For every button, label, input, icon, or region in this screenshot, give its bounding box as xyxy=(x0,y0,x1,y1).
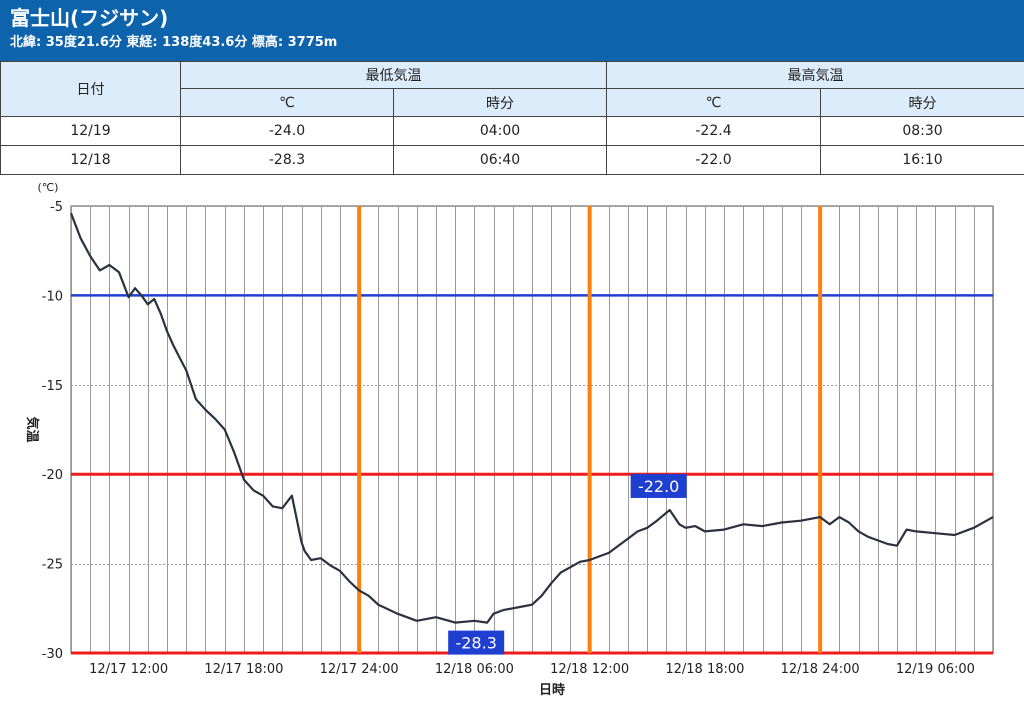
row-date: 12/19 xyxy=(1,117,181,146)
station-header: 富士山(フジサン) 北緯: 35度21.6分 東経: 138度43.6分 標高:… xyxy=(0,0,1024,61)
x-axis-title: 日時 xyxy=(539,682,565,698)
annotation-label: -22.0 xyxy=(638,477,679,496)
extremes-table: 日付 最低気温 最高気温 ℃ 時分 ℃ 時分 12/19 -24.0 04:00… xyxy=(0,61,1024,175)
x-tick-label: 12/18 18:00 xyxy=(665,662,744,677)
x-tick-label: 12/18 24:00 xyxy=(781,662,860,677)
x-tick-label: 12/18 12:00 xyxy=(550,662,629,677)
min-time-header: 時分 xyxy=(394,89,607,117)
min-unit-header: ℃ xyxy=(181,89,394,117)
temperature-chart: -5 -10 -15 -20 -25 -30 (℃) 気温 12/17 12:00 12/17 1… xyxy=(0,175,1024,701)
x-tick-label: 12/17 18:00 xyxy=(204,662,283,677)
y-tick-label: -5 xyxy=(50,200,63,215)
station-coords: 北緯: 35度21.6分 東経: 138度43.6分 標高: 3775m xyxy=(10,32,1014,54)
row-min-time: 04:00 xyxy=(394,117,607,146)
y-tick-label: -10 xyxy=(42,289,63,304)
y-tick-label: -15 xyxy=(42,379,63,394)
table-row: 12/19 -24.0 04:00 -22.4 08:30 xyxy=(1,117,1024,146)
row-max-temp: -22.0 xyxy=(607,146,821,175)
row-max-time: 16:10 xyxy=(821,146,1024,175)
date-header: 日付 xyxy=(1,62,181,117)
x-tick-label: 12/17 12:00 xyxy=(89,662,168,677)
x-tick-label: 12/18 06:00 xyxy=(435,662,514,677)
max-temp-header: 最高気温 xyxy=(607,62,1024,89)
y-unit-label: (℃) xyxy=(38,181,59,194)
x-tick-label: 12/17 24:00 xyxy=(320,662,399,677)
row-min-temp: -24.0 xyxy=(181,117,394,146)
y-tick-label: -25 xyxy=(42,558,63,573)
row-min-temp: -28.3 xyxy=(181,146,394,175)
y-axis-title: 気温 xyxy=(24,416,40,442)
station-title: 富士山(フジサン) xyxy=(10,4,1014,32)
row-date: 12/18 xyxy=(1,146,181,175)
annotation-label: -28.3 xyxy=(455,634,496,653)
row-max-temp: -22.4 xyxy=(607,117,821,146)
min-temp-header: 最低気温 xyxy=(181,62,607,89)
row-max-time: 08:30 xyxy=(821,117,1024,146)
y-tick-label: -30 xyxy=(42,647,63,662)
max-unit-header: ℃ xyxy=(607,89,821,117)
x-tick-label: 12/19 06:00 xyxy=(896,662,975,677)
y-tick-label: -20 xyxy=(42,468,63,483)
row-min-time: 06:40 xyxy=(394,146,607,175)
temperature-chart-svg: -5 -10 -15 -20 -25 -30 (℃) 気温 12/17 12:00 12/17 1… xyxy=(0,175,1024,701)
max-time-header: 時分 xyxy=(821,89,1024,117)
table-row: 12/18 -28.3 06:40 -22.0 16:10 xyxy=(1,146,1024,175)
